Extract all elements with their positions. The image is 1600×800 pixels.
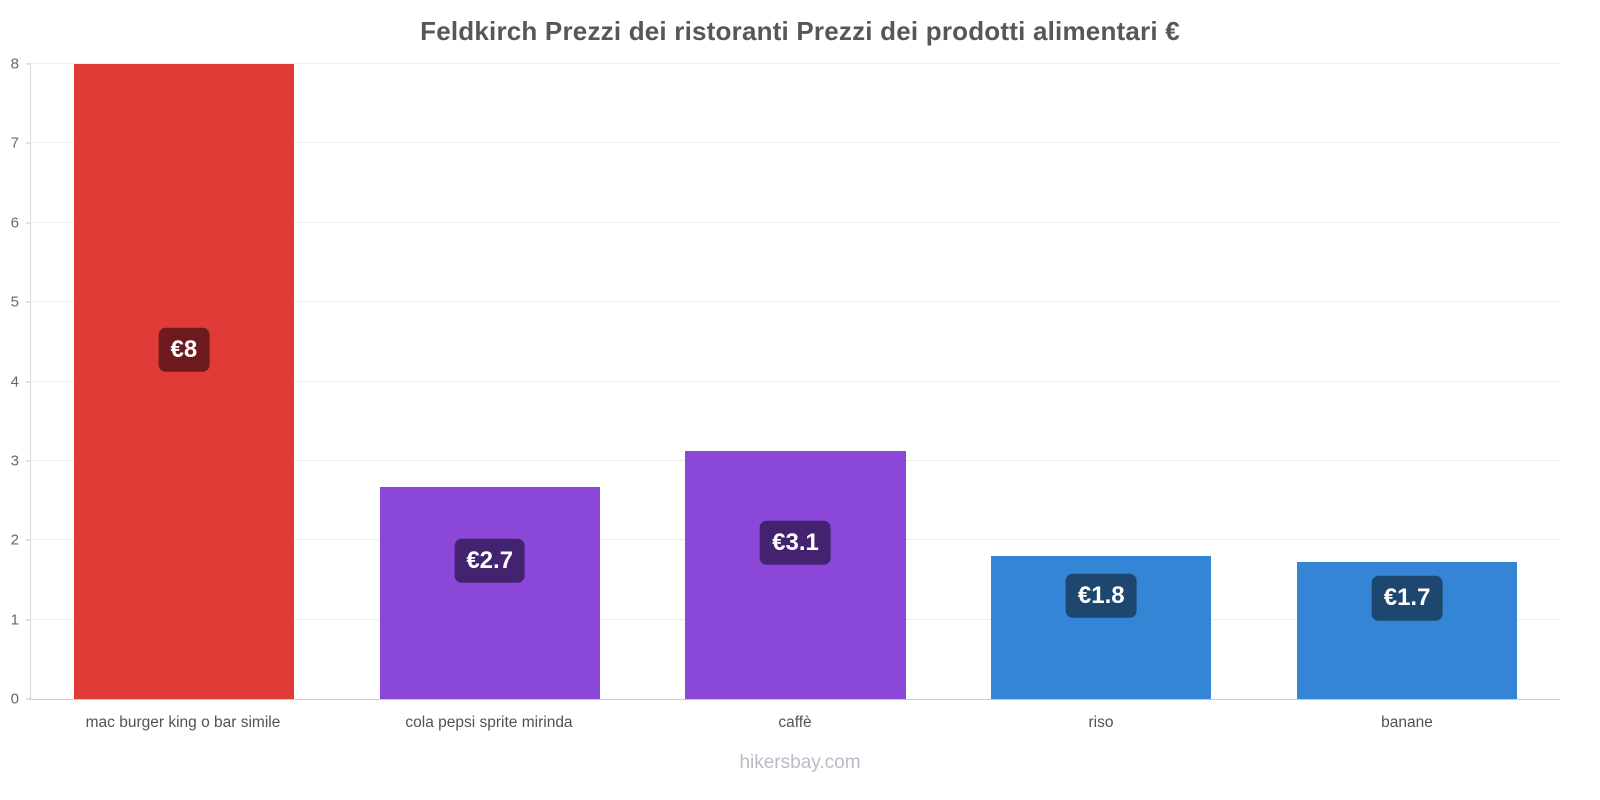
bar-slot: €2.7 [337,64,643,699]
y-tick-label: 8 [10,55,19,73]
y-tick-label: 1 [10,611,19,629]
y-tick-mark [26,142,31,144]
bar-value-label: €3.1 [760,520,831,565]
bar-value-label: €1.8 [1065,573,1137,618]
y-tick-label: 5 [10,293,19,311]
y-tick-mark [26,222,31,224]
gridline [31,63,1560,64]
y-tick-mark [26,381,31,382]
y-tick-mark [26,301,31,303]
bar-slot: €1.8 [948,64,1254,699]
bar-2[interactable]: €2.7 [379,487,600,699]
x-category-label: banane [1381,714,1433,731]
gridline [31,380,1560,382]
bar-slot: €8 [31,64,337,699]
x-category-label: mac burger king o bar simile [85,714,281,731]
y-tick-label: 7 [10,134,19,152]
bar-1[interactable]: €8 [73,64,294,699]
y-tick-label: 4 [10,373,19,390]
bar-slot: €1.7 [1254,64,1560,699]
y-tick-label: 2 [10,531,19,549]
chart-title: Feldkirch Prezzi dei ristoranti Prezzi d… [420,16,1180,46]
bar-5[interactable]: €1.7 [1297,561,1518,699]
y-tick-label: 6 [10,214,19,232]
x-axis-labels: mac burger king o bar simile cola pepsi s… [30,714,1560,732]
watermark: hikersbay.com [739,752,861,773]
gridline [31,301,1560,303]
y-tick-mark [26,63,31,65]
y-tick-mark [26,698,31,700]
bars-container: €8 €2.7 €3.1 €1.8 €1.7 [31,64,1560,699]
y-tick-label: 0 [10,690,19,708]
bar-value-label: €1.7 [1371,576,1443,621]
x-category-label: riso [1088,714,1114,731]
y-tick-label: 3 [10,452,19,470]
y-tick-mark [26,539,31,541]
bar-4[interactable]: €1.8 [991,556,1212,699]
gridline [31,221,1560,223]
bar-3[interactable]: €3.1 [685,450,906,699]
bar-value-label: €2.7 [454,538,526,584]
y-tick-mark [26,460,31,462]
bar-slot: €3.1 [643,64,949,699]
y-tick-mark [26,619,31,621]
gridline [31,142,1560,144]
plot-area: 0 1 2 3 4 5 6 7 8 €8 €2.7 €3.1 €1.8 €1.7 [11,57,1560,707]
x-category-label: caffè [778,714,812,731]
bar-value-label: €8 [158,327,210,372]
x-category-label: cola pepsi sprite mirinda [405,714,573,731]
